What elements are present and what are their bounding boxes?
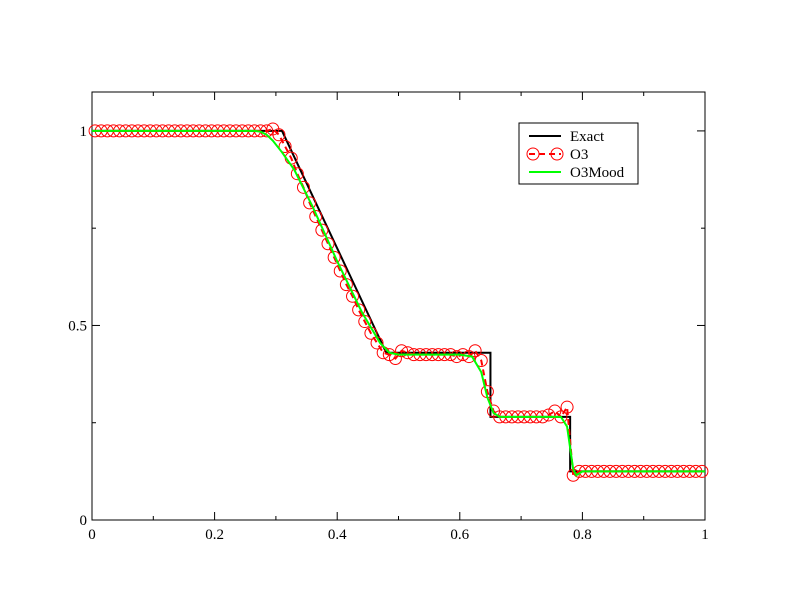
y-tick-label: 0.5: [68, 318, 87, 334]
legend-label-o3: O3: [570, 147, 588, 163]
x-tick-label: 0.4: [328, 527, 347, 543]
o3-point: [309, 210, 323, 224]
legend-swatch-o3-marker-right: [550, 147, 564, 161]
x-tick-label: 0.2: [205, 527, 224, 543]
o3-point: [395, 344, 409, 358]
series-line-o3mood: [92, 129, 705, 477]
o3-point: [468, 344, 482, 358]
o3-point: [272, 128, 286, 142]
x-tick-label: 0: [88, 527, 96, 543]
o3-point: [401, 346, 415, 360]
o3-point: [560, 400, 574, 414]
legend-label-o3mood: O3Mood: [570, 165, 625, 181]
legend-label-exact: Exact: [570, 129, 605, 145]
o3-point: [296, 180, 310, 194]
o3-point: [333, 264, 347, 278]
o3-point: [303, 196, 317, 210]
y-tick-label: 1: [80, 124, 88, 140]
x-tick-label: 0.8: [573, 527, 592, 543]
o3-point: [290, 167, 304, 181]
legend: Exact O3 O3Mood: [518, 122, 639, 185]
x-tick-label: 1: [701, 527, 709, 543]
series-layer: [88, 122, 709, 482]
o3-point: [315, 223, 329, 237]
o3-point: [321, 237, 335, 251]
x-tick-label: 0.6: [450, 527, 469, 543]
o3-point: [278, 139, 292, 153]
y-tick-label: 0: [80, 513, 88, 529]
axis-ticks: 0 0.2 0.4 0.6 0.8 1 0 0.5 1: [68, 92, 709, 543]
o3-point: [327, 250, 341, 264]
o3-point: [346, 289, 360, 303]
legend-swatch-o3-marker-left: [526, 147, 540, 161]
